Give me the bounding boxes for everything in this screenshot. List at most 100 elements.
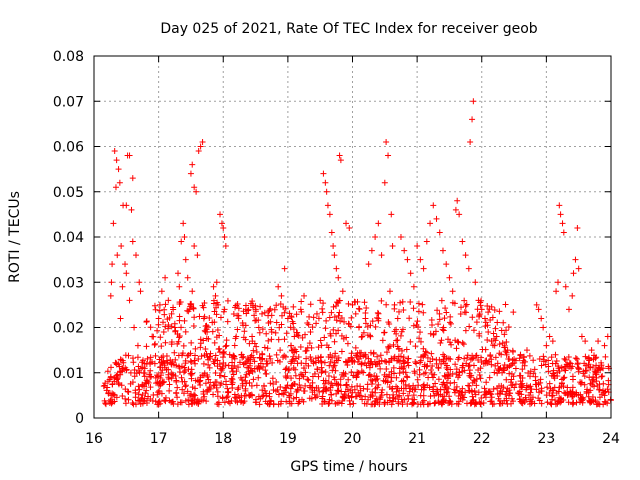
data-point <box>123 270 130 277</box>
mid-point <box>367 360 374 367</box>
background-point <box>100 383 107 390</box>
mid-point <box>176 334 183 341</box>
background-point <box>537 376 544 383</box>
background-point <box>518 381 525 388</box>
background-point <box>501 362 508 369</box>
mid-point <box>317 337 324 344</box>
mid-point <box>297 343 304 350</box>
background-point <box>151 360 158 367</box>
mid-point <box>482 360 489 367</box>
mid-point <box>472 353 479 360</box>
background-point <box>507 379 514 386</box>
background-point <box>158 370 165 377</box>
background-point <box>135 383 142 390</box>
background-point <box>242 385 249 392</box>
mid-point <box>457 310 464 317</box>
mid-point <box>467 356 474 363</box>
background-point <box>161 378 168 385</box>
background-point <box>133 370 140 377</box>
data-point <box>197 143 204 150</box>
background-point <box>538 385 545 392</box>
background-point <box>197 382 204 389</box>
background-point <box>466 383 473 390</box>
background-point <box>444 388 451 395</box>
background-point <box>601 392 608 399</box>
mid-point <box>180 342 187 349</box>
background-point <box>420 383 427 390</box>
background-point <box>446 399 453 406</box>
background-point <box>310 358 317 365</box>
data-point <box>187 170 194 177</box>
mid-point <box>282 353 289 360</box>
background-point <box>560 396 567 403</box>
mid-point <box>197 340 204 347</box>
background-point <box>212 370 219 377</box>
background-point <box>306 395 313 402</box>
background-point <box>492 362 499 369</box>
background-point <box>459 385 466 392</box>
mid-point <box>151 302 158 309</box>
mid-point <box>362 320 369 327</box>
background-point <box>141 370 148 377</box>
background-point <box>351 386 358 393</box>
mid-point <box>437 340 444 347</box>
background-point <box>475 366 482 373</box>
data-point <box>215 301 222 308</box>
background-point <box>487 398 494 405</box>
background-point <box>420 381 427 388</box>
data-point <box>436 229 443 236</box>
mid-point <box>466 323 473 330</box>
mid-point <box>212 352 219 359</box>
background-point <box>533 386 540 393</box>
mid-point <box>412 343 419 350</box>
background-point <box>369 377 376 384</box>
data-point <box>375 220 382 227</box>
background-point <box>239 382 246 389</box>
data-point <box>456 211 463 218</box>
data-point <box>249 338 256 345</box>
background-point <box>156 398 163 405</box>
mid-point <box>220 308 227 315</box>
background-point <box>162 394 169 401</box>
mid-point <box>386 321 393 328</box>
mid-point <box>252 308 259 315</box>
mid-point <box>147 354 154 361</box>
mid-point <box>330 303 337 310</box>
background-point <box>186 392 193 399</box>
mid-point <box>476 332 483 339</box>
mid-point <box>315 315 322 322</box>
data-point <box>588 347 595 354</box>
background-point <box>353 374 360 381</box>
background-point <box>132 401 139 408</box>
mid-point <box>318 353 325 360</box>
mid-point <box>261 309 268 316</box>
background-point <box>153 380 160 387</box>
background-point <box>586 363 593 370</box>
background-point <box>578 394 585 401</box>
background-point <box>316 388 323 395</box>
data-point <box>359 333 366 340</box>
mid-point <box>479 346 486 353</box>
mid-point <box>422 348 429 355</box>
data-point <box>284 315 291 322</box>
mid-point <box>403 346 410 353</box>
background-point <box>119 366 126 373</box>
background-point <box>143 397 150 404</box>
mid-point <box>298 298 305 305</box>
background-point <box>243 380 250 387</box>
background-point <box>602 353 609 360</box>
mid-point <box>165 325 172 332</box>
mid-point <box>439 326 446 333</box>
background-point <box>357 383 364 390</box>
background-point <box>528 400 535 407</box>
mid-point <box>203 335 210 342</box>
mid-point <box>348 314 355 321</box>
background-point <box>565 399 572 406</box>
mid-point <box>164 316 171 323</box>
background-point <box>569 363 576 370</box>
background-point <box>470 396 477 403</box>
background-point <box>561 374 568 381</box>
background-point <box>519 366 526 373</box>
background-point <box>334 381 341 388</box>
background-point <box>192 385 199 392</box>
